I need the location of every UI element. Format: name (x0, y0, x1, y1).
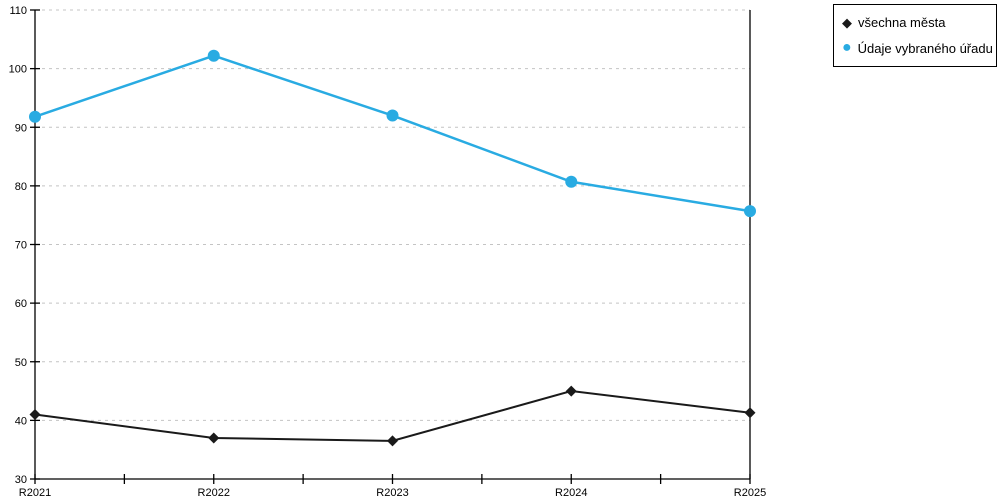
x-axis-tick-label: R2025 (734, 487, 766, 499)
y-axis-tick-label: 70 (15, 240, 27, 252)
x-axis-tick-label: R2023 (376, 487, 408, 499)
data-point-marker (29, 110, 41, 123)
data-point-marker (207, 49, 220, 62)
data-point-marker (208, 432, 220, 444)
y-axis-tick-label: 90 (15, 122, 27, 134)
y-axis-tick-label: 110 (9, 5, 27, 17)
data-point-marker (565, 385, 577, 397)
circle-marker-icon: ● (842, 39, 852, 56)
data-point-marker (565, 175, 578, 188)
series-line-1 (34, 54, 751, 213)
y-axis-tick-label: 60 (15, 298, 27, 310)
x-axis-tick-label: R2021 (19, 487, 51, 499)
data-point-marker (386, 109, 399, 122)
data-point-marker (29, 409, 41, 421)
legend-item-selected-office: ● Údaje vybraného úřadu (842, 39, 993, 56)
series-line-0 (34, 390, 751, 442)
data-point-marker (387, 435, 398, 447)
y-axis-tick-label: 40 (15, 415, 27, 427)
legend-item-all-cities: ◆ všechna města (842, 15, 992, 30)
data-point-marker (744, 205, 756, 218)
data-point-marker (744, 407, 756, 419)
y-axis-tick-label: 100 (9, 64, 27, 76)
legend-label-all-cities: všechna města (858, 15, 946, 30)
y-axis-tick-label: 30 (15, 474, 27, 486)
legend: ◆ všechna města ● Údaje vybraného úřadu (833, 4, 997, 67)
x-axis-tick-label: R2022 (198, 487, 230, 499)
x-axis-tick-label: R2024 (555, 487, 587, 499)
diamond-marker-icon: ◆ (842, 15, 852, 30)
y-axis-tick-label: 50 (15, 357, 27, 369)
y-axis-tick-label: 80 (15, 181, 27, 193)
legend-label-selected-office: Údaje vybraného úřadu (857, 40, 993, 56)
